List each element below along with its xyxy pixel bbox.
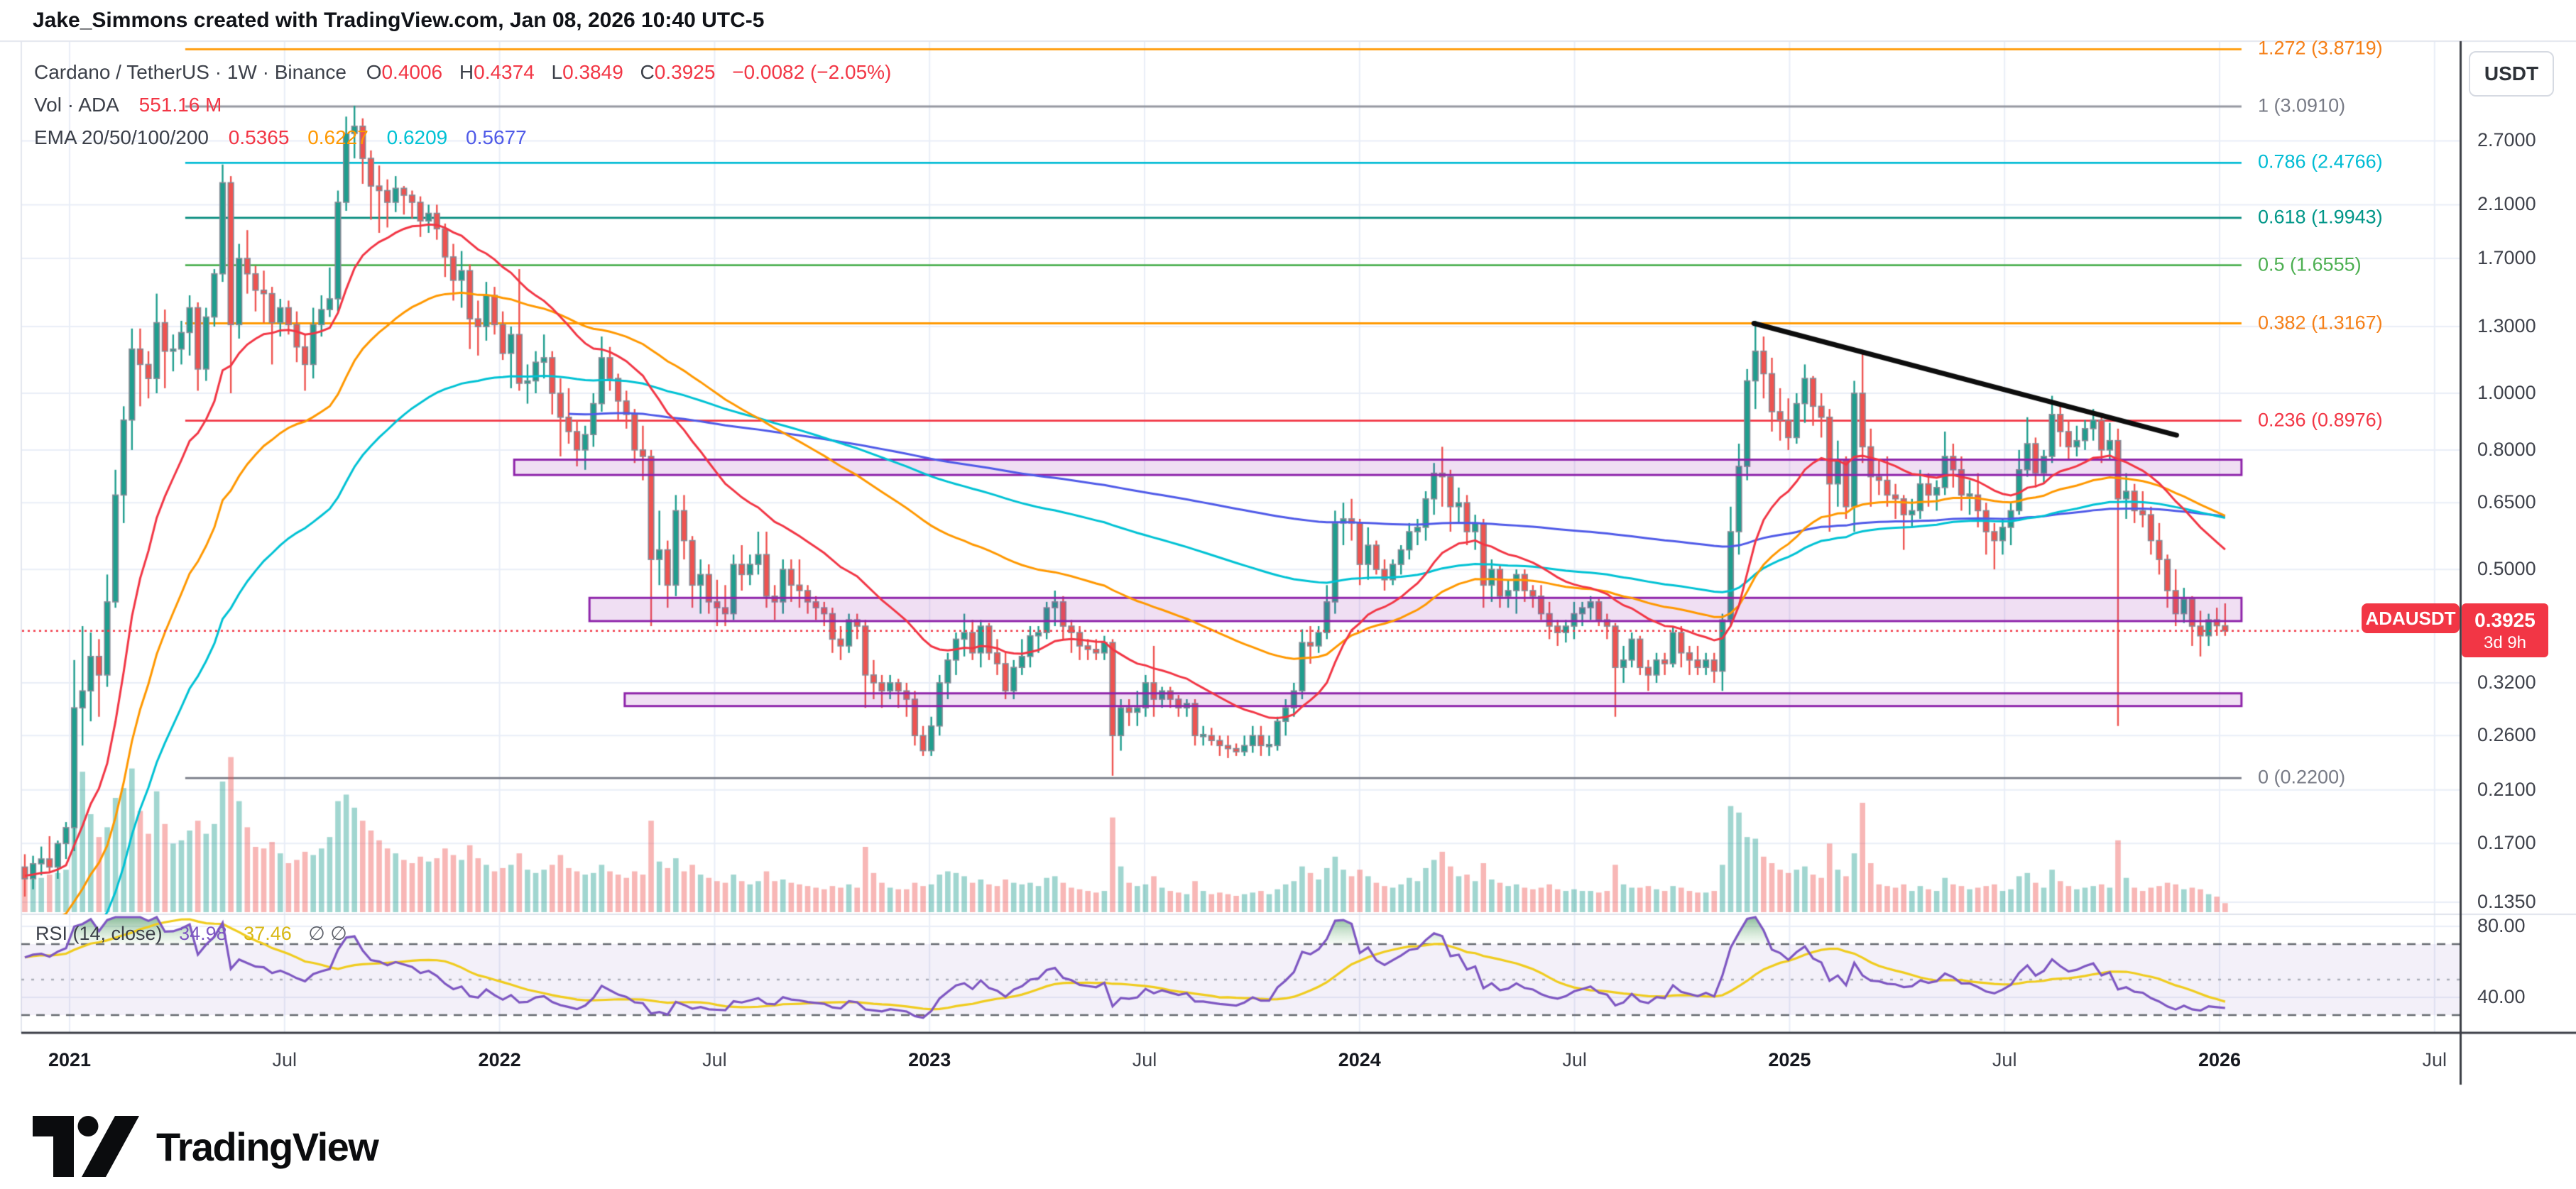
chart-canvas[interactable] <box>0 0 2576 1189</box>
